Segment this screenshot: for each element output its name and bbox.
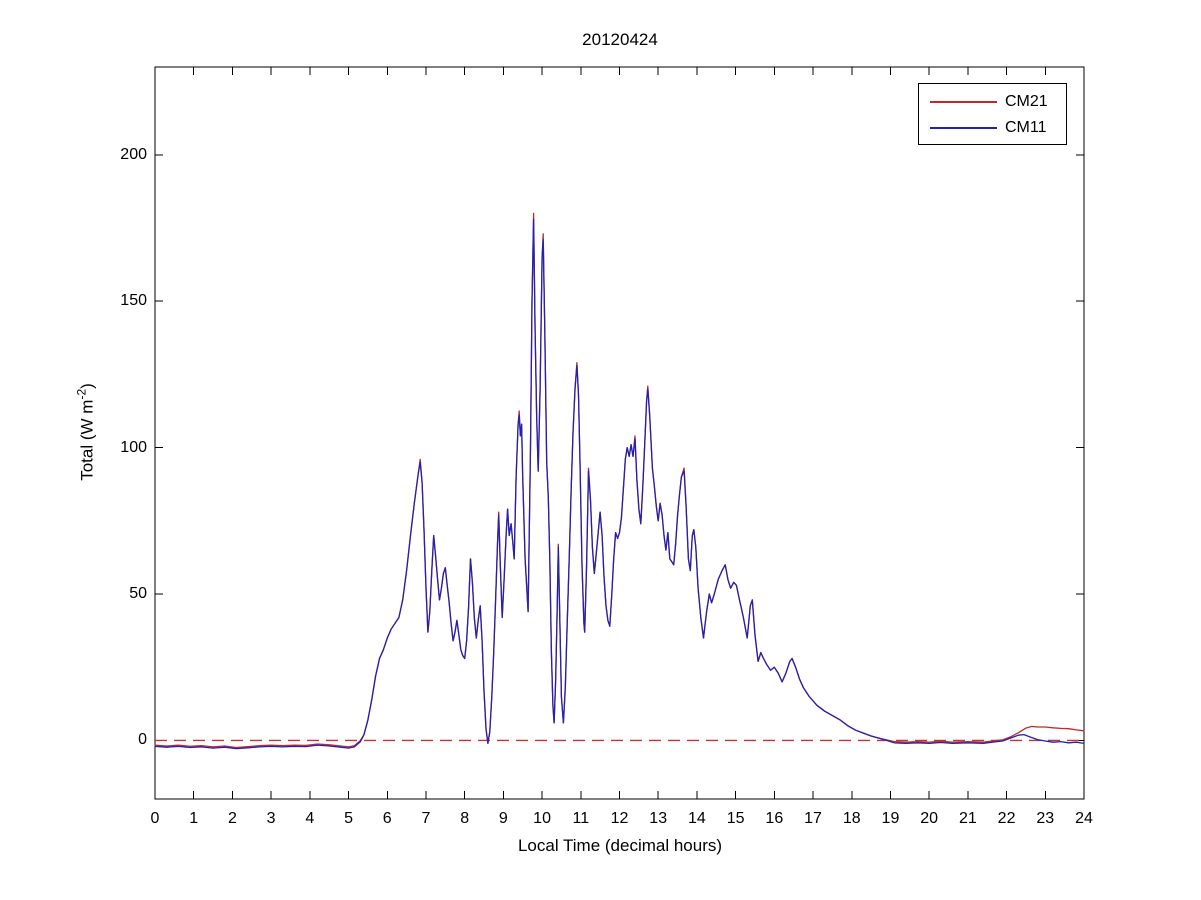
x-tick-label-13: 13 <box>649 810 668 827</box>
x-tick-label-22: 22 <box>997 810 1016 827</box>
x-tick-label-12: 12 <box>610 810 629 827</box>
x-tick-label-3: 3 <box>266 810 276 827</box>
cm11-line <box>154 218 1085 750</box>
y-tick-label-50: 50 <box>129 585 147 603</box>
y-axis-label: Total (W m-2) <box>75 383 98 481</box>
legend-entry-cm11: CM11 <box>919 115 1066 141</box>
y-tick-label-0: 0 <box>138 731 147 749</box>
x-tick-label-23: 23 <box>1036 810 1055 827</box>
cm21-line-sample <box>930 101 997 103</box>
legend-entry-cm21: CM21 <box>919 89 1066 115</box>
y-axis-label-close: ) <box>77 383 97 389</box>
legend-label-cm11: CM11 <box>1005 119 1047 136</box>
x-tick-label-24: 24 <box>1075 810 1093 827</box>
x-tick-label-20: 20 <box>920 810 939 827</box>
x-tick-label-11: 11 <box>572 810 590 827</box>
legend-label-cm21: CM21 <box>1005 93 1048 110</box>
y-tick-label-100: 100 <box>120 438 147 456</box>
x-tick-label-18: 18 <box>842 810 861 827</box>
axes-box <box>154 66 1085 800</box>
cm21-line <box>154 212 1085 749</box>
x-tick-label-21: 21 <box>958 810 977 827</box>
y-axis-label-superscript: -2 <box>74 388 89 400</box>
x-tick-label-19: 19 <box>881 810 900 827</box>
x-tick-label-8: 8 <box>460 810 470 827</box>
y-tick-label-200: 200 <box>120 145 147 163</box>
x-tick-label-2: 2 <box>227 810 237 827</box>
x-tick-label-10: 10 <box>533 810 551 827</box>
x-tick-label-1: 1 <box>189 810 199 827</box>
y-axis-label-main: Total (W m <box>77 399 97 481</box>
x-tick-label-6: 6 <box>382 810 392 827</box>
x-tick-label-14: 14 <box>688 810 706 827</box>
y-tick-label-150: 150 <box>120 292 147 310</box>
x-axis-label: Local Time (decimal hours) <box>517 836 723 855</box>
legend: CM21 CM11 <box>918 83 1067 145</box>
x-tick-label-5: 5 <box>344 810 353 827</box>
chart-title: 20120424 <box>582 30 658 49</box>
cm11-line-sample <box>930 127 997 129</box>
x-tick-label-9: 9 <box>498 810 508 827</box>
x-tick-label-16: 16 <box>765 810 784 827</box>
x-tick-label-15: 15 <box>726 810 745 827</box>
x-tick-label-0: 0 <box>150 810 160 827</box>
x-tick-label-17: 17 <box>804 810 822 827</box>
x-tick-label-7: 7 <box>421 810 431 827</box>
x-tick-label-4: 4 <box>305 810 315 827</box>
